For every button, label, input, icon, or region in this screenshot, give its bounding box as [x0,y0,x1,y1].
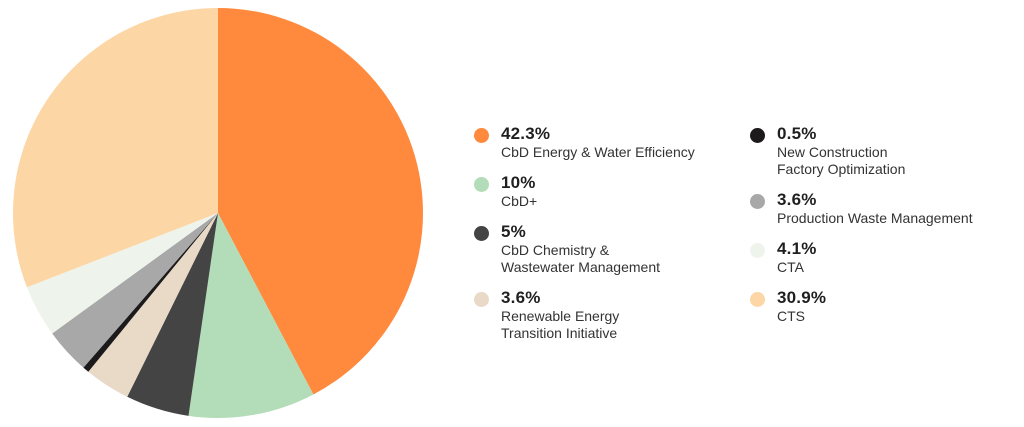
legend-item: 42.3% CbD Energy & Water Efficiency [474,124,695,161]
legend-value: 42.3% [501,124,551,143]
legend-swatch [474,128,489,143]
legend-swatch [750,243,765,258]
legend-value: 10% [501,173,536,192]
legend-label: CTS [777,308,805,324]
legend-label: Production Waste Management [777,210,973,226]
legend-item: 3.6% Renewable Energy Transition Initiati… [474,288,695,342]
legend-value: 3.6% [777,190,817,209]
legend-label: CbD Energy & Water Efficiency [501,144,695,160]
pie-slice-5 [52,213,219,368]
legend-label: CTA [777,259,804,275]
legend-swatch [750,292,765,307]
legend-swatch [474,292,489,307]
legend-swatch [750,194,765,209]
legend-value: 4.1% [777,239,817,258]
legend-item: 5% CbD Chemistry & Wastewater Management [474,222,695,276]
legend-swatch [750,128,765,143]
legend-item: 4.1% CTA [750,239,973,276]
pie-slice-4 [83,213,219,372]
pie-slice-7 [13,8,218,288]
pie-slice-3 [88,213,218,397]
legend-value: 5% [501,222,526,241]
legend-label: Renewable Energy Transition Initiative [501,308,620,341]
legend-value: 0.5% [777,124,817,143]
legend-column-left: 42.3% CbD Energy & Water Efficiency 10% CbD… [474,124,695,354]
legend-item: 30.9% CTS [750,288,973,325]
pie-slice-1 [188,213,314,418]
legend-item: 3.6% Production Waste Management [750,190,973,227]
legend-swatch [474,177,489,192]
legend-column-right: 0.5% New Construction Factory Optimizatio… [750,124,973,337]
legend-value: 3.6% [501,288,541,307]
pie-slice-0 [218,8,423,395]
legend-label: New Construction Factory Optimization [777,144,906,177]
pie-slice-6 [26,213,219,334]
pie-chart [13,8,423,418]
legend-label: CbD+ [501,193,538,209]
legend-label: CbD Chemistry & Wastewater Management [501,242,660,275]
legend-value: 30.9% [777,288,827,307]
legend-item: 0.5% New Construction Factory Optimizatio… [750,124,973,178]
pie-slice-2 [127,213,218,416]
legend-item: 10% CbD+ [474,173,695,210]
legend-swatch [474,226,489,241]
